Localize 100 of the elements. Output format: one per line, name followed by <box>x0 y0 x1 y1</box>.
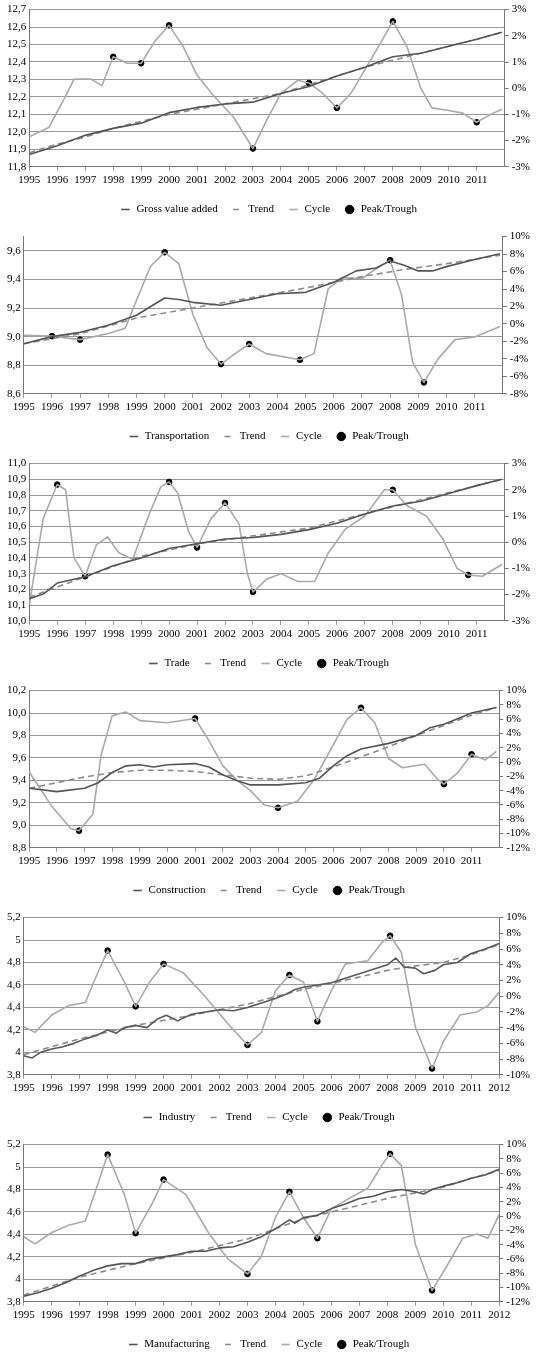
x-tick-label: 2003 <box>236 1081 259 1094</box>
x-tick-label: 2011 <box>465 627 488 640</box>
y2-tick-label: 10% <box>509 229 531 242</box>
y-tick-label: 4,4 <box>7 1227 22 1240</box>
x-tick-label: 1995 <box>18 627 41 640</box>
x-tick-label: 1999 <box>124 1081 148 1094</box>
y-tick-label: 10,3 <box>7 566 27 579</box>
y-tick-label: 5 <box>15 1159 22 1172</box>
legend-label: Peak/Trough <box>338 1110 396 1123</box>
y2-tick-label: -12% <box>506 840 530 853</box>
x-tick-label: 2009 <box>409 173 433 186</box>
y-tick-label: 4,2 <box>7 1022 21 1035</box>
y-tick-label: 10,9 <box>7 472 27 485</box>
y2-tick-label: 1% <box>511 54 527 67</box>
x-tick-label: 1998 <box>101 854 124 867</box>
x-tick-label: 1998 <box>96 1308 120 1321</box>
x-tick-label: 2003 <box>239 854 262 867</box>
y2-tick-label: 0% <box>506 989 521 1002</box>
x-tick-label: 2006 <box>325 627 349 640</box>
y2-tick-label: -4% <box>506 1237 525 1250</box>
y-tick-label: 4,4 <box>7 1000 22 1013</box>
x-tick-label: 2004 <box>269 173 293 186</box>
x-tick-label: 2002 <box>214 173 237 186</box>
y2-tick-label: -2% <box>506 1004 525 1017</box>
legend-label: Trend <box>225 1110 253 1123</box>
x-tick-label: 2009 <box>409 627 433 640</box>
x-tick-label: 2000 <box>152 1081 176 1094</box>
x-tick-label: 2005 <box>294 400 318 413</box>
x-tick-label: 1998 <box>97 400 120 413</box>
y-tick-label: 8,6 <box>7 386 22 399</box>
y2-tick-label: 2% <box>511 482 527 495</box>
x-tick-label: 1998 <box>102 627 125 640</box>
x-tick-label: 2008 <box>379 400 402 413</box>
y-tick-label: 8,8 <box>12 840 27 853</box>
x-tick-label: 2006 <box>325 173 349 186</box>
x-tick-label: 1995 <box>12 1081 36 1094</box>
x-tick-label: 2000 <box>158 627 181 640</box>
y2-tick-label: 0% <box>506 1208 521 1221</box>
y2-tick-label: 10% <box>506 683 527 696</box>
y-tick-label: 3,8 <box>7 1067 22 1080</box>
x-tick-label: 2006 <box>320 1308 343 1321</box>
y-tick-label: 9,6 <box>7 243 22 256</box>
x-tick-label: 1996 <box>46 627 69 640</box>
x-tick-label: 2001 <box>180 1081 203 1094</box>
x-tick-label: 2000 <box>152 1308 176 1321</box>
x-tick-label: 1995 <box>18 173 41 186</box>
y2-tick-label: -8% <box>506 1266 525 1279</box>
y-tick-label: 4,2 <box>7 1249 21 1262</box>
y2-tick-label: 0% <box>511 81 527 94</box>
y-tick-label: 12,0 <box>7 124 27 137</box>
y2-tick-label: 0% <box>511 535 527 548</box>
y-tick-label: 8,8 <box>7 358 22 371</box>
x-tick-label: 1999 <box>130 627 153 640</box>
x-tick-label: 1999 <box>128 854 152 867</box>
legend-label: Cycle <box>292 883 319 896</box>
y-tick-label: 11,8 <box>7 159 27 172</box>
x-tick-label: 2010 <box>432 854 456 867</box>
y2-tick-label: -8% <box>509 386 529 399</box>
x-tick-label: 1996 <box>40 1308 64 1321</box>
y-tick-label: 12,5 <box>7 37 27 50</box>
x-tick-label: 1997 <box>74 173 97 186</box>
x-tick-label: 2007 <box>353 173 377 186</box>
y2-tick-label: -2% <box>511 587 530 600</box>
x-tick-label: 2011 <box>460 854 483 867</box>
y-tick-label: 9,4 <box>7 272 22 285</box>
x-tick-label: 2010 <box>437 627 461 640</box>
x-tick-label: 2008 <box>381 627 405 640</box>
y2-tick-label: 8% <box>506 697 521 710</box>
y-tick-label: 10,1 <box>7 597 27 610</box>
legend-label: Trend <box>248 202 275 215</box>
x-tick-label: 2012 <box>488 1081 511 1094</box>
y-tick-label: 10,6 <box>7 519 27 532</box>
legend-label: Peak/Trough <box>352 429 410 442</box>
x-tick-label: 2005 <box>297 627 321 640</box>
y2-tick-label: 8% <box>509 246 525 259</box>
y2-tick-label: 2% <box>506 740 521 753</box>
y-tick-label: 9,4 <box>12 773 27 786</box>
y2-tick-label: 0% <box>506 754 521 767</box>
x-tick-label: 2001 <box>181 400 204 413</box>
x-tick-label: 2001 <box>186 173 209 186</box>
x-tick-label: 1995 <box>18 854 41 867</box>
y2-tick-label: 10% <box>506 910 527 923</box>
y2-tick-label: 4% <box>506 726 521 739</box>
legend-label: Cycle <box>296 1337 323 1350</box>
y-tick-label: 9,0 <box>12 818 27 831</box>
x-tick-label: 2003 <box>238 400 261 413</box>
x-tick-label: 1999 <box>125 400 148 413</box>
y2-tick-label: -6% <box>506 797 525 810</box>
x-tick-label: 2004 <box>266 400 289 413</box>
x-tick-label: 2012 <box>488 1308 511 1321</box>
y-tick-label: 10,5 <box>7 535 27 548</box>
x-tick-label: 2011 <box>460 1308 482 1321</box>
x-tick-label: 2004 <box>269 627 293 640</box>
x-tick-label: 2004 <box>267 854 290 867</box>
x-tick-label: 2008 <box>376 1081 399 1094</box>
y2-tick-label: -2% <box>509 334 529 347</box>
x-tick-label: 2007 <box>348 1308 371 1321</box>
x-tick-label: 2003 <box>241 627 265 640</box>
y2-tick-label: -3% <box>511 613 530 626</box>
x-tick-label: 2011 <box>460 1081 482 1094</box>
